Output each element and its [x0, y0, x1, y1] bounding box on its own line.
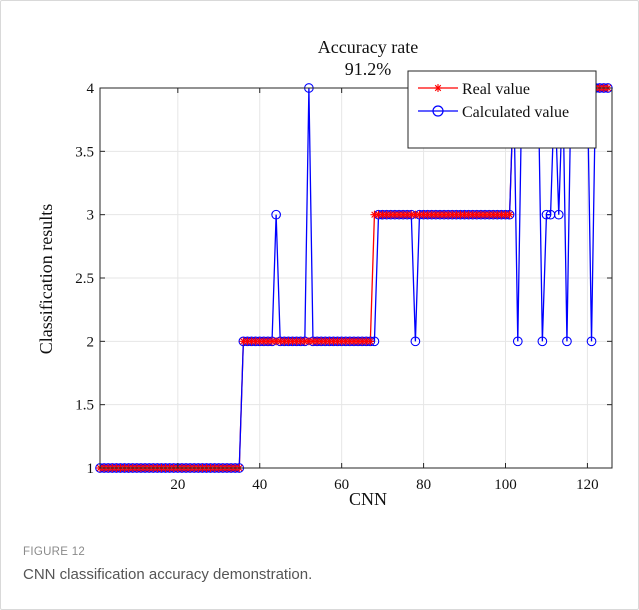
calculated-point [537, 336, 548, 347]
y-tick-label: 3.5 [75, 144, 94, 160]
y-tick-label: 4 [87, 81, 95, 97]
x-tick-label: 20 [170, 477, 185, 493]
legend-box [407, 70, 597, 149]
y-tick-label: 1 [87, 461, 95, 477]
calculated-point [553, 209, 564, 220]
legend-label-real: Real value [462, 81, 530, 98]
calculated-point [512, 336, 523, 347]
y-tick-label: 3 [87, 208, 95, 224]
figure-caption: CNN classification accuracy demonstratio… [23, 566, 313, 583]
legend-entry-calculated: Calculated value [418, 104, 569, 121]
x-tick-label: 40 [252, 477, 267, 493]
x-tick-label: 100 [494, 477, 517, 493]
legend-label-calculated: Calculated value [462, 104, 569, 121]
legend-marker-real [434, 84, 442, 92]
y-tick-label: 2.5 [75, 271, 94, 287]
legend-entry-real: Real value [418, 81, 530, 98]
y-tick-label: 1.5 [75, 398, 94, 414]
calculated-point [586, 336, 597, 347]
y-axis-label: Classification results [36, 204, 56, 354]
real-point [366, 337, 375, 346]
legend-asterisk [434, 84, 442, 92]
x-axis-label: CNN [349, 489, 387, 509]
accuracy-chart: 20 40 60 80 100 120 1 1.5 2 2.5 3 3.5 4 Accuracy rat… [36, 37, 613, 509]
legend-marker-calculated [432, 105, 444, 117]
x-tick-label: 120 [576, 477, 599, 493]
calculated-point [271, 209, 281, 220]
real-point [505, 210, 514, 219]
calculated-point [541, 209, 552, 220]
chart-subtitle: 91.2% [345, 59, 392, 79]
figure-label: FIGURE 12 [23, 546, 86, 558]
calculated-point [562, 336, 572, 347]
y-tick-label: 2 [87, 334, 95, 350]
legend: Real value Calculated value [407, 70, 597, 149]
calculated-point [410, 336, 421, 347]
x-tick-label: 80 [416, 477, 431, 493]
chart-title: Accuracy rate [318, 37, 418, 57]
x-tick-label: 60 [334, 477, 349, 493]
